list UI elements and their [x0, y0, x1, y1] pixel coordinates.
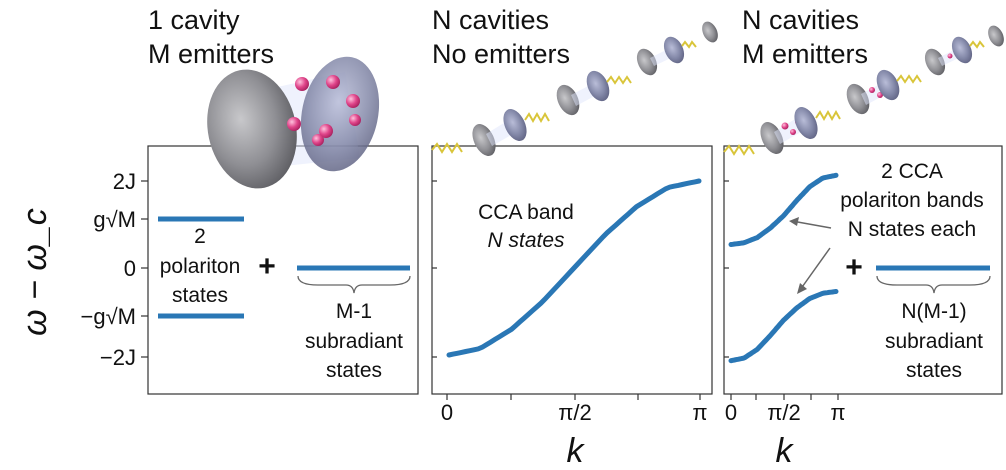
- cavity-chain-no-emitters: [431, 21, 718, 156]
- y-axis: 2J g√M 0 −g√M −2J ω − ω_c: [16, 169, 729, 370]
- lower-polariton-band-curve: [728, 289, 839, 364]
- y-tick-2j: 2J: [113, 169, 136, 194]
- panel1-title-line1: 1 cavity: [148, 5, 240, 35]
- upper-polariton-band-curve: [728, 172, 839, 247]
- polariton-label-line2: polariton: [160, 255, 241, 278]
- subradiant-label-line3: states: [906, 359, 962, 382]
- cca-band-label-line2: N states: [487, 229, 565, 252]
- panel3-title-line2: M emitters: [742, 39, 868, 69]
- cca-band-curve: [446, 178, 702, 358]
- plus-sign: +: [258, 250, 276, 283]
- subradiant-label-line1: M-1: [336, 300, 372, 323]
- cca-polariton-label-line1: 2 CCA: [881, 160, 943, 183]
- subradiant-label-line1: N(M-1): [901, 300, 966, 323]
- subradiant-label-line2: subradiant: [885, 330, 983, 353]
- y-tick-neg-gsqrtm: −g√M: [81, 304, 136, 329]
- x-tick-pi: π: [830, 400, 845, 425]
- x-axis-panel3: 0 π/2 π k: [725, 394, 846, 470]
- x-axis-panel2: 0 π/2 π k: [441, 394, 708, 470]
- subradiant-brace: [876, 275, 991, 294]
- subradiant-label-line3: states: [326, 359, 382, 382]
- y-axis-label: ω − ω_c: [16, 208, 54, 336]
- panel2-title-line1: N cavities: [432, 5, 549, 35]
- cca-band-label-line1: CCA band: [478, 201, 574, 224]
- x-tick-pi: π: [692, 400, 707, 425]
- y-tick-zero: 0: [124, 256, 136, 281]
- x-axis-label-panel2: k: [567, 432, 586, 470]
- x-tick-0: 0: [441, 400, 453, 425]
- panel3-frame: [723, 145, 1003, 395]
- x-tick-pi-half: π/2: [558, 400, 592, 425]
- plus-sign: +: [845, 251, 863, 284]
- arrow-head-upper: [789, 217, 799, 226]
- panel1-title-line2: M emitters: [148, 39, 274, 69]
- subradiant-brace: [297, 275, 411, 294]
- cavity-chain-with-emitters: [723, 25, 1004, 156]
- panel2-title-line2: No emitters: [432, 39, 570, 69]
- cca-polariton-label-line2: polariton bands: [840, 189, 984, 212]
- x-tick-pi-half: π/2: [767, 400, 801, 425]
- polariton-label-line3: states: [172, 284, 228, 307]
- x-tick-0: 0: [725, 400, 737, 425]
- arrow-to-upper-band: [791, 220, 832, 229]
- cca-polariton-label-line3: N states each: [848, 218, 976, 241]
- subradiant-label-line2: subradiant: [305, 330, 403, 353]
- y-tick-neg-2j: −2J: [100, 345, 136, 370]
- arrow-head-lower: [797, 283, 807, 294]
- polariton-label-line1: 2: [194, 225, 206, 248]
- panel2-frame: [431, 145, 713, 395]
- x-axis-label-panel3: k: [776, 432, 795, 470]
- arrow-to-lower-band: [799, 247, 831, 291]
- panel3-title-line1: N cavities: [742, 5, 859, 35]
- y-tick-gsqrtm: g√M: [93, 207, 136, 232]
- single-cavity-illustration: [207, 56, 380, 189]
